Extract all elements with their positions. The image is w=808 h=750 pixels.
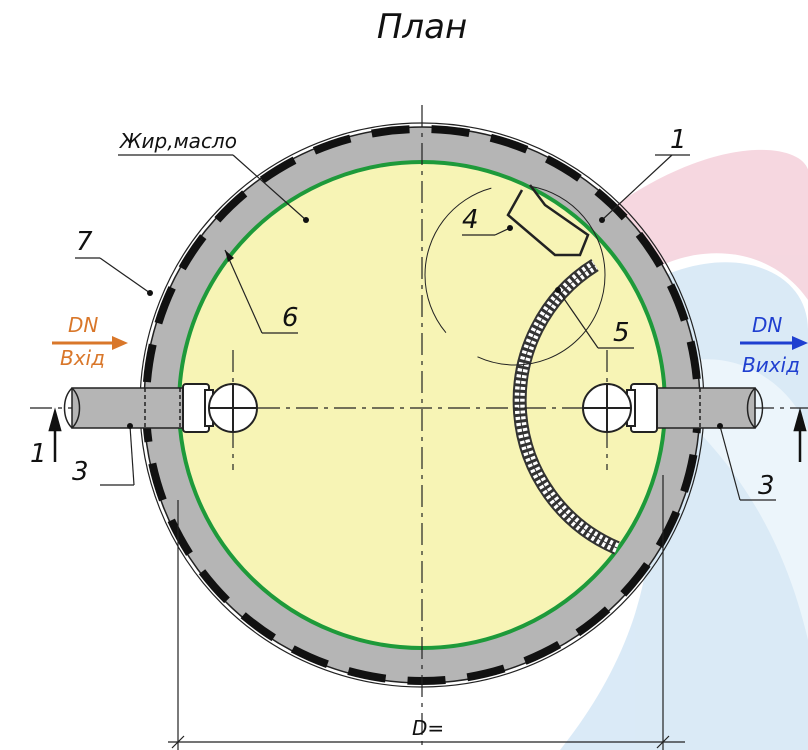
leader-lines [75, 154, 776, 501]
inlet-tee [182, 383, 258, 433]
outlet-pipe [654, 387, 764, 429]
inlet-pipe [63, 387, 191, 429]
filter-cartridge [512, 259, 620, 555]
section-label-left: 1 [30, 439, 47, 469]
callout-4: 4 [462, 205, 479, 235]
section-marker-right [793, 407, 807, 462]
outlet-dn-label: DN [752, 313, 782, 337]
diameter-label: D= [412, 716, 444, 740]
inlet-label: Вхід [60, 346, 105, 370]
inlet-dn-label: DN [68, 313, 98, 337]
inlet-arrow [52, 336, 128, 350]
hatch-handle [506, 184, 590, 257]
diameter-dimension [168, 475, 685, 750]
callout-6: 6 [282, 303, 299, 333]
callout-7: 7 [76, 227, 93, 257]
hatch-circle [424, 184, 606, 366]
leader-dots [127, 217, 723, 429]
outlet-arrow [740, 336, 808, 350]
callout-3-left: 3 [72, 457, 89, 487]
callout-3-right: 3 [758, 471, 775, 501]
plan-title: План [377, 7, 467, 47]
callout-1: 1 [670, 125, 687, 155]
outlet-tee [582, 383, 658, 433]
label-fat-oil: Жир,масло [118, 129, 237, 153]
outlet-label: Вихід [742, 353, 800, 377]
section-marker-left [48, 407, 62, 462]
callout-5: 5 [613, 318, 630, 348]
